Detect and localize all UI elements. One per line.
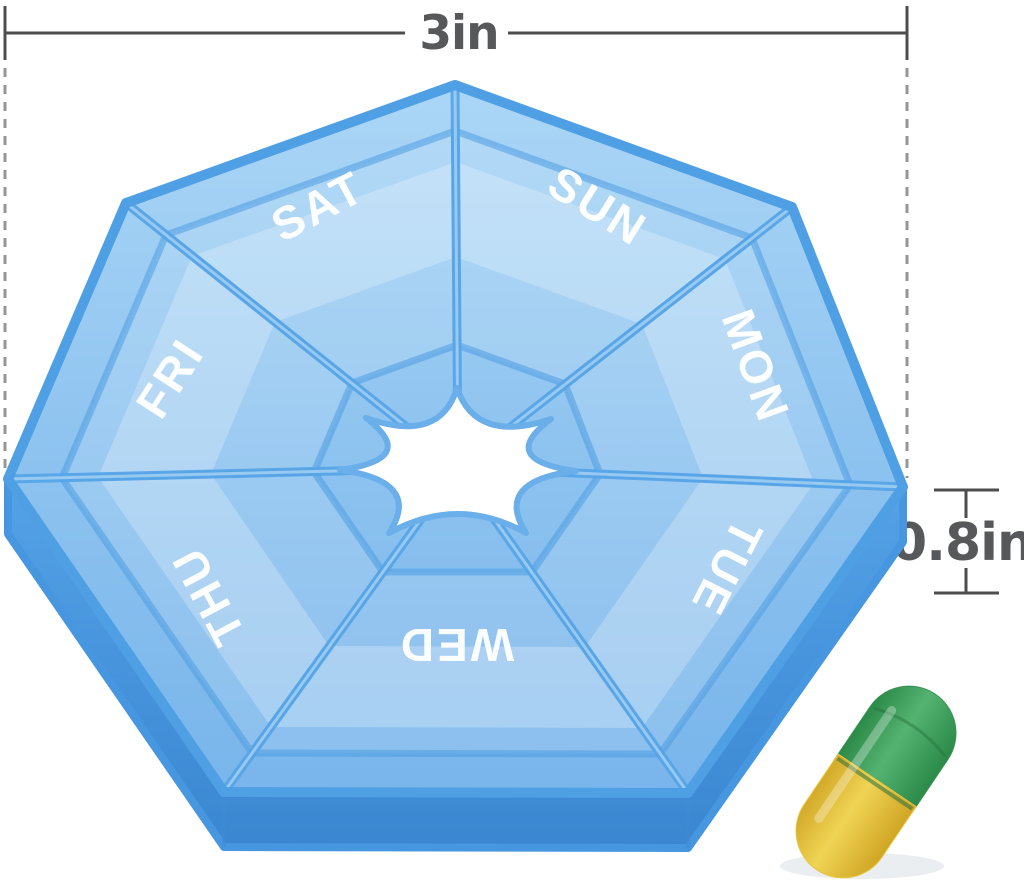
lid-highlights	[98, 162, 814, 728]
center-opening	[337, 385, 579, 536]
organizer-outer-rim	[3, 80, 908, 798]
height-dimension	[934, 488, 999, 595]
day-label-wed: WED	[398, 619, 514, 671]
width-dimension-label: 3in	[419, 6, 498, 61]
lid-highlight-sun	[456, 162, 725, 324]
capsule-green-half	[832, 685, 957, 814]
lid-highlight-tue	[585, 478, 814, 728]
capsule-yellow-half	[795, 753, 917, 879]
lid-highlight-mon	[642, 259, 814, 483]
lid-highlight-fri	[98, 256, 275, 477]
pill-organizer: SAT SUN MON TUE WED THU FRI	[3, 80, 908, 852]
height-dimension-label: 0.8in	[891, 513, 1024, 573]
capsule-pill	[795, 685, 957, 879]
lid-highlight-sat	[192, 162, 456, 322]
lid-highlight-thu	[98, 474, 329, 727]
compartment-lids	[58, 127, 854, 758]
capsule-cap-band	[873, 706, 947, 758]
width-dimension	[3, 6, 909, 60]
lid-highlight-wed	[271, 646, 642, 728]
capsule-highlight	[814, 706, 897, 823]
capsule-seam	[836, 756, 914, 811]
